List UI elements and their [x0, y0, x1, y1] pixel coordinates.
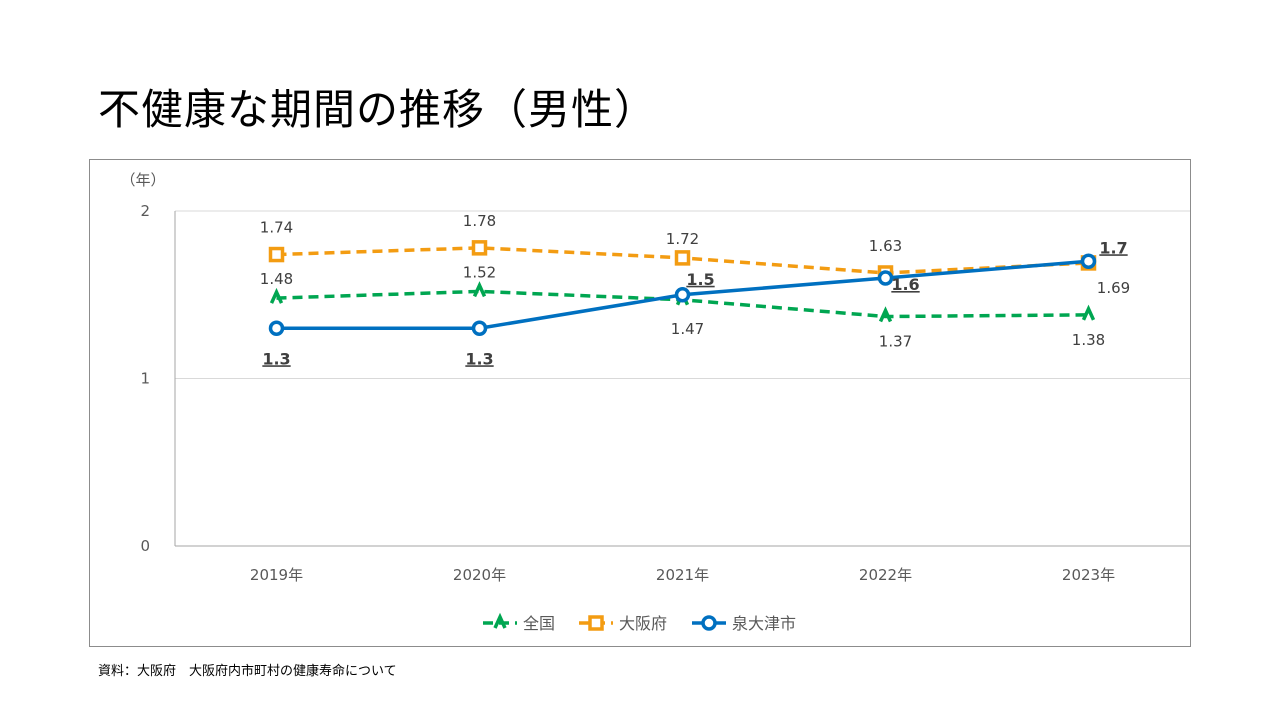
data-label: 1.37 — [879, 333, 912, 351]
data-label: 1.3 — [262, 349, 290, 368]
legend-label: 大阪府 — [619, 614, 667, 633]
chart-frame — [89, 159, 1191, 647]
x-tick-label: 2020年 — [453, 566, 506, 584]
data-point-circle — [674, 287, 691, 303]
data-point-triangle — [878, 306, 893, 323]
data-labels: 1.48 1.52 1.47 1.37 1.38 1.74 1.78 1.72 1.63 1.69… — [260, 212, 1130, 368]
y-axis-unit-label: （年） — [120, 171, 165, 189]
data-label: 1.7 — [1099, 238, 1127, 257]
data-label: 1.63 — [869, 237, 902, 255]
data-point-triangle — [472, 281, 487, 298]
data-label: 1.6 — [891, 275, 919, 294]
series-group — [268, 240, 1097, 336]
series-泉大津市 — [268, 253, 1097, 336]
source-note: 資料：大阪府 大阪府内市町村の健康寿命について — [98, 664, 397, 679]
legend: 全国 大阪府 泉大津市 — [483, 612, 796, 633]
data-point-circle — [877, 270, 894, 286]
legend-label: 全国 — [523, 614, 555, 633]
data-point-triangle — [1081, 304, 1096, 321]
data-point-circle — [471, 320, 488, 336]
data-point-square — [471, 240, 488, 256]
legend-label: 泉大津市 — [732, 614, 796, 633]
data-label: 1.69 — [1097, 279, 1130, 297]
data-label: 1.5 — [686, 270, 714, 289]
y-tick-label: 2 — [140, 202, 150, 220]
x-tick-label: 2022年 — [859, 566, 912, 584]
data-label: 1.38 — [1072, 331, 1105, 349]
data-label: 1.48 — [260, 270, 293, 288]
data-point-square — [268, 246, 285, 263]
gridlines — [175, 210, 1190, 379]
page-title: 不健康な期間の推移（男性） — [98, 85, 658, 134]
data-label: 1.78 — [463, 212, 496, 230]
data-label: 1.47 — [671, 320, 704, 338]
data-label: 1.52 — [463, 263, 496, 281]
data-point-circle — [701, 615, 717, 631]
data-point-circle — [1080, 253, 1097, 269]
x-tick-label: 2019年 — [250, 566, 303, 584]
data-label: 1.3 — [465, 349, 493, 368]
data-label: 1.72 — [666, 230, 699, 248]
legend-item: 大阪府 — [579, 614, 667, 633]
legend-item: 泉大津市 — [692, 614, 796, 633]
data-point-triangle — [269, 287, 284, 304]
data-label: 1.74 — [260, 219, 293, 237]
data-point-square — [588, 615, 604, 631]
y-tick-label: 0 — [140, 537, 150, 555]
x-tick-label: 2021年 — [656, 566, 709, 584]
data-point-circle — [268, 320, 285, 336]
legend-item: 全国 — [483, 612, 555, 633]
x-tick-label: 2023年 — [1062, 566, 1115, 584]
axes: 0 1 2 （年） 2019年 2020年 2021年 2022年 2023年 — [120, 171, 1190, 584]
y-tick-label: 1 — [140, 370, 150, 388]
data-point-square — [674, 250, 691, 266]
data-point-triangle — [493, 612, 507, 629]
